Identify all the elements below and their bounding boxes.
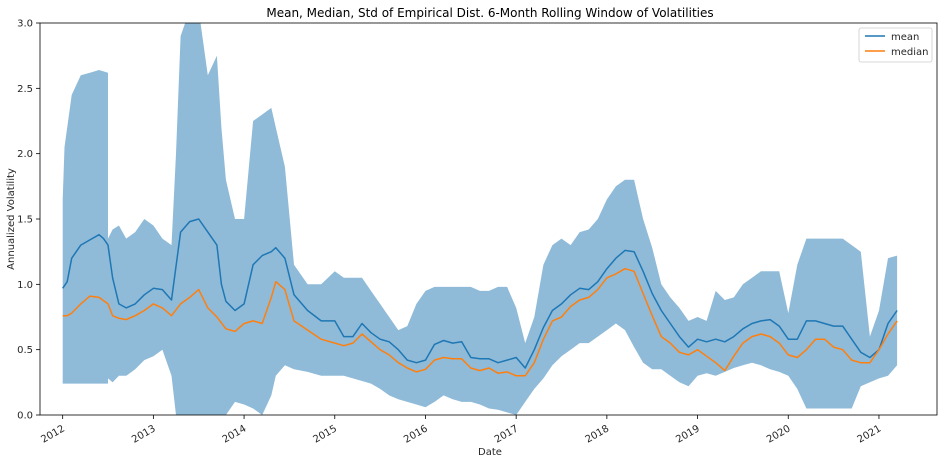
plot-frame [39, 22, 938, 416]
y-tick-label: 3.0 [17, 19, 33, 30]
y-tick-label: 0.0 [17, 411, 33, 422]
series-line-mean [62, 218, 898, 369]
legend-label-median: median [891, 47, 929, 58]
y-axis: 0.0 0.5 1.0 1.5 2.0 2.5 3.0 [17, 19, 40, 422]
y-axis-label: Annualized Volatility [6, 168, 17, 270]
legend: mean median [858, 27, 933, 63]
std-band-layer [62, 23, 898, 415]
y-tick-label: 1.5 [17, 215, 33, 226]
std-band [62, 23, 898, 415]
y-tick-label: 2.5 [17, 84, 33, 95]
legend-label-mean: mean [891, 32, 919, 43]
chart-title: Mean, Median, Std of Empirical Dist. 6-M… [266, 6, 713, 20]
y-tick-label: 0.5 [17, 345, 33, 356]
x-axis-label: Date [478, 447, 502, 458]
y-tick-label: 1.0 [17, 280, 33, 291]
y-tick-label: 2.0 [17, 149, 33, 160]
plot-area [62, 23, 898, 415]
series-layer [62, 218, 898, 377]
series-line-median [62, 267, 898, 377]
